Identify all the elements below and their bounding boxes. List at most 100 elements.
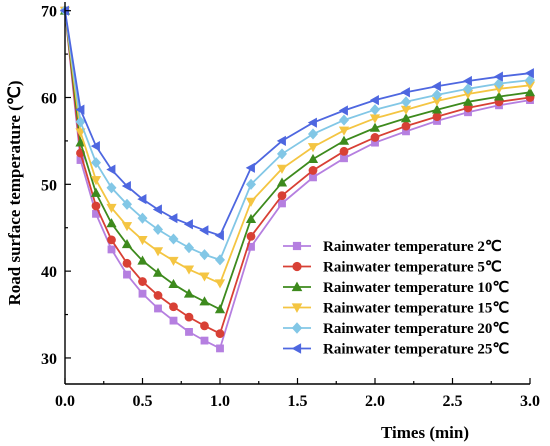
data-point [137, 193, 147, 205]
data-point [307, 117, 317, 128]
data-point [338, 114, 350, 126]
y-tick-label: 50 [41, 177, 57, 194]
data-point [338, 126, 350, 136]
data-point [307, 143, 319, 153]
legend-label: Rainwater temperature 15℃ [323, 301, 509, 317]
data-point [338, 105, 348, 116]
data-point [214, 230, 224, 241]
data-point [121, 198, 133, 210]
legend: Rainwater temperature 2℃ Rainwater temper… [283, 239, 509, 358]
legend-marker [291, 281, 303, 292]
data-point [183, 242, 195, 254]
x-tick-label: 1.0 [210, 393, 230, 410]
data-point [431, 104, 443, 114]
data-point [524, 74, 536, 86]
data-point [169, 302, 178, 312]
data-point [276, 135, 286, 147]
data-point [493, 91, 505, 101]
data-point [493, 71, 503, 82]
legend-marker [291, 303, 303, 313]
legend-marker [292, 241, 302, 251]
data-point [154, 304, 162, 313]
data-point [185, 328, 193, 336]
data-point [168, 256, 179, 266]
data-point [183, 265, 195, 275]
data-point [493, 78, 505, 90]
data-point [199, 249, 210, 261]
data-point [338, 135, 350, 145]
legend-item: Rainwater temperature 2℃ [283, 239, 502, 255]
x-ticks: 0.0 0.5 1.0 1.5 2.0 2.5 3.0 [55, 378, 540, 410]
data-point [168, 213, 178, 224]
x-tick-label: 0.0 [55, 393, 75, 410]
data-point [75, 104, 85, 115]
data-point [400, 87, 410, 98]
data-point [152, 223, 164, 236]
data-point [307, 128, 319, 140]
data-point [137, 235, 148, 246]
series-0 [61, 6, 534, 353]
data-point [90, 157, 102, 169]
data-point [431, 89, 443, 101]
legend-item: Rainwater temperature 5℃ [283, 260, 502, 276]
legend-label: Rainwater temperature 20℃ [323, 321, 509, 337]
data-point [307, 153, 319, 164]
data-point [214, 254, 226, 266]
data-point [431, 81, 441, 92]
data-point [137, 255, 148, 265]
data-point [169, 316, 178, 325]
x-tick-label: 0.5 [133, 393, 153, 410]
x-tick-label: 2.5 [443, 393, 463, 410]
data-point [277, 191, 287, 201]
series-4 [59, 5, 536, 266]
data-point [369, 122, 381, 132]
data-point [121, 239, 133, 249]
y-tick-label: 70 [41, 4, 57, 21]
data-point [168, 233, 179, 245]
legend-item: Rainwater temperature 25℃ [283, 342, 509, 358]
data-point [276, 177, 288, 187]
data-point [278, 199, 286, 208]
data-point [199, 272, 210, 282]
data-point [90, 187, 102, 197]
data-point [215, 329, 225, 339]
legend-label: Rainwater temperature 2℃ [323, 239, 502, 255]
data-point [106, 203, 117, 213]
data-point [123, 270, 131, 279]
data-point [245, 162, 255, 173]
data-point [339, 146, 349, 156]
legend-label: Rainwater temperature 25℃ [323, 342, 509, 358]
series-5 [59, 5, 534, 241]
data-point [75, 116, 86, 128]
data-point [183, 219, 193, 230]
data-point [400, 113, 412, 123]
series-line [64, 10, 531, 350]
data-point [216, 344, 224, 353]
data-point [214, 279, 226, 289]
data-point [524, 87, 536, 97]
legend-item: Rainwater temperature 20℃ [283, 321, 509, 337]
y-tick-label: 30 [41, 351, 57, 368]
series-line [64, 10, 531, 237]
data-point [309, 173, 317, 182]
data-point [152, 204, 162, 215]
data-point [245, 178, 257, 190]
data-point [152, 267, 164, 277]
data-point [199, 225, 209, 236]
legend-label: Rainwater temperature 5℃ [323, 260, 502, 276]
data-point [152, 247, 164, 257]
data-point [153, 291, 163, 300]
data-point [432, 112, 442, 121]
data-point [122, 258, 132, 268]
data-point [340, 154, 348, 163]
data-point [91, 201, 101, 211]
y-tick-label: 40 [41, 264, 57, 281]
data-point [184, 312, 194, 322]
data-point [214, 304, 226, 314]
data-point [107, 245, 116, 254]
legend-marker [292, 261, 302, 272]
data-point [168, 278, 179, 289]
data-point [401, 121, 411, 131]
data-point [369, 94, 379, 106]
